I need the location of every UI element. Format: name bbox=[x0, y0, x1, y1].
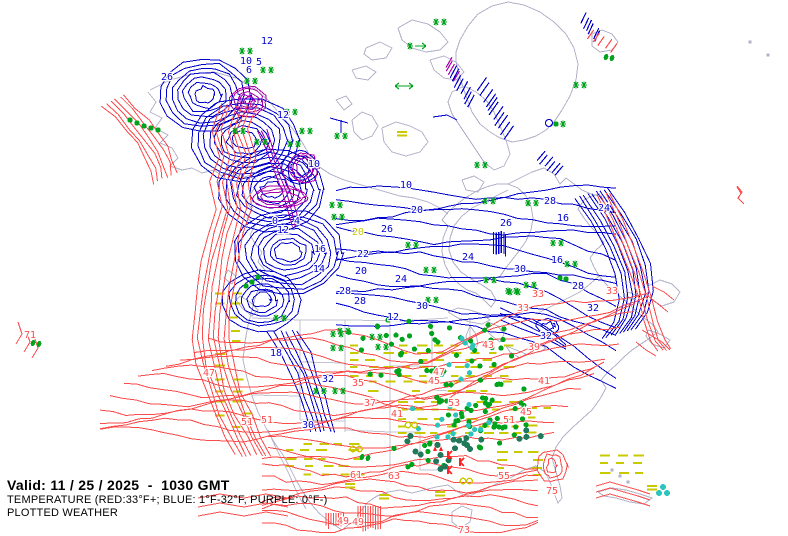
contour-label: 51 bbox=[503, 415, 515, 426]
contour-label: 33 bbox=[532, 289, 544, 300]
contour-label: 5 bbox=[256, 57, 262, 68]
contour-label: 41 bbox=[538, 376, 550, 387]
contour-label: 30 bbox=[302, 420, 314, 431]
contour-label: 12 bbox=[387, 312, 399, 323]
contour-label: 18 bbox=[270, 348, 282, 359]
contour-label: 20 bbox=[411, 205, 423, 216]
contour-label: 30 bbox=[514, 264, 526, 275]
temperature-legend-label: TEMPERATURE (RED:33°F+; BLUE: 1°F-32°F, … bbox=[7, 494, 328, 506]
contour-label: 37 bbox=[364, 398, 376, 409]
contour-label: 33 bbox=[517, 303, 529, 314]
contour-label: 32 bbox=[540, 331, 552, 342]
contour-label: 28 bbox=[572, 281, 584, 292]
contour-label: 53 bbox=[448, 398, 460, 409]
contour-label: 6 bbox=[246, 65, 252, 76]
contour-label: 12 bbox=[261, 36, 273, 47]
contour-label: 51 bbox=[261, 415, 273, 426]
contour-label: 47 bbox=[203, 368, 215, 379]
contour-label: 12 bbox=[277, 110, 289, 121]
temperature-contours bbox=[15, 58, 745, 534]
valid-time-label: Valid: 11 / 25 / 2025 - 1030 GMT bbox=[7, 477, 230, 493]
contour-label: 43 bbox=[482, 340, 494, 351]
hatch-fans bbox=[445, 12, 618, 257]
contour-label: 49 bbox=[352, 517, 364, 528]
contour-label: 14 bbox=[313, 264, 325, 275]
weather-symbol-fields bbox=[346, 317, 544, 472]
contour-label: 28 bbox=[354, 296, 366, 307]
contour-label: 32 bbox=[322, 374, 334, 385]
contour-label: 10 bbox=[400, 180, 412, 191]
contour-label: 12 bbox=[277, 225, 289, 236]
contour-label: 24 bbox=[395, 274, 407, 285]
contour-label: 63 bbox=[388, 471, 400, 482]
contour-label: 39 bbox=[528, 342, 540, 353]
contour-label: 35 bbox=[352, 378, 364, 389]
contour-label: 24 bbox=[598, 203, 610, 214]
contour-label: 49 bbox=[337, 516, 349, 527]
contour-label: 28 bbox=[544, 196, 556, 207]
contour-label: 47 bbox=[433, 367, 445, 378]
contour-label: 61 bbox=[350, 470, 362, 481]
contour-label: 26 bbox=[500, 218, 512, 229]
contour-label: 4 bbox=[294, 216, 300, 227]
contour-label: 73 bbox=[458, 525, 470, 536]
contour-label: 22 bbox=[357, 249, 369, 260]
contour-label: 41 bbox=[391, 409, 403, 420]
contour-label: 51 bbox=[241, 417, 253, 428]
contour-label: 20 bbox=[352, 227, 364, 238]
contour-label: 16 bbox=[557, 213, 569, 224]
contour-label: 28 bbox=[339, 286, 351, 297]
contour-labels: 12 10 56 26 12 10 10 20 28 24 16 26 0 4 12 26 20 16 22 24 16… bbox=[23, 35, 619, 536]
contour-label: 16 bbox=[314, 244, 326, 255]
contour-label: 32 bbox=[587, 303, 599, 314]
contour-label: 10 bbox=[240, 56, 252, 67]
contour-label: 71 bbox=[24, 330, 36, 341]
coastlines bbox=[147, 1, 681, 531]
contour-label: 55 bbox=[498, 471, 510, 482]
weather-symbols bbox=[30, 18, 770, 500]
contour-label: 30 bbox=[416, 301, 428, 312]
contour-label: 10 bbox=[308, 159, 320, 170]
contour-label: 26 bbox=[381, 224, 393, 235]
contour-label: 24 bbox=[462, 252, 474, 263]
contour-label: 16 bbox=[551, 255, 563, 266]
contour-label: 0 bbox=[272, 216, 278, 227]
contour-label: 45 bbox=[520, 407, 532, 418]
contour-label: 26 bbox=[161, 72, 173, 83]
contour-label: 33 bbox=[606, 286, 618, 297]
contour-label: 20 bbox=[355, 266, 367, 277]
plotted-weather-label: PLOTTED WEATHER bbox=[7, 507, 118, 519]
contour-label: 75 bbox=[546, 486, 558, 497]
map-legend: Valid: 11 / 25 / 2025 - 1030 GMT TEMPERA… bbox=[7, 477, 327, 520]
contour-label: 45 bbox=[428, 376, 440, 387]
